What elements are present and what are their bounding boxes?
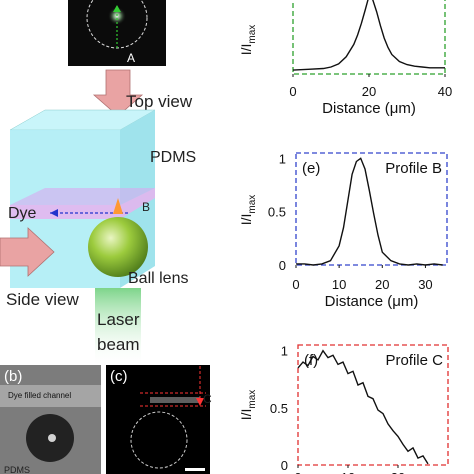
- panel-label: (f): [304, 352, 318, 369]
- pdms-label: PDMS: [150, 149, 196, 166]
- top-view-label: Top view: [126, 92, 193, 111]
- side-view-arrow: [0, 227, 55, 277]
- x-axis-label: Distance (μm): [322, 100, 416, 117]
- y-tick-label: 1: [281, 344, 288, 359]
- panel-b-highlight: [48, 434, 56, 442]
- chart-title: Profile B: [385, 160, 442, 177]
- chart-line-2: [297, 349, 429, 465]
- dye-profile-arrowhead: [50, 209, 58, 217]
- chart-line-0: [292, 0, 445, 71]
- x-tick-label: 40: [438, 84, 452, 99]
- side-view-label: Side view: [6, 290, 79, 309]
- panel-label: (e): [302, 160, 320, 177]
- panel-b-channel: [0, 385, 101, 407]
- panel-b-bottom: PDMS: [4, 465, 30, 474]
- panel-c-arrowhead: [196, 398, 204, 406]
- y-axis-label-main: I/I: [240, 409, 254, 421]
- panel-c-streak: [150, 397, 200, 403]
- y-axis-label-text: I/Imax: [240, 195, 258, 226]
- y-axis-label-main: I/I: [240, 214, 254, 226]
- x-tick-label: 0: [289, 84, 296, 99]
- y-tick-label: 0.5: [268, 205, 286, 220]
- marker-c: C: [203, 392, 212, 406]
- y-tick-label: 0: [281, 458, 288, 473]
- y-axis-label-text: I/Imax: [240, 390, 258, 421]
- y-tick-label: 0.5: [270, 401, 288, 416]
- panel-b-caption: Dye filled channel: [8, 391, 71, 400]
- panel-b-label: (b): [4, 368, 22, 385]
- laser-label-2: beam: [97, 335, 140, 354]
- x-tick-label: 0: [292, 277, 299, 292]
- ball-lens-label: Ball lens: [128, 270, 188, 287]
- focus-spot: [113, 198, 123, 214]
- marker-a: A: [127, 51, 135, 65]
- x-tick-label: 0: [294, 470, 301, 474]
- x-tick-label: 10: [341, 470, 355, 474]
- x-tick-label: 20: [362, 84, 376, 99]
- y-axis-label: I/Imax: [240, 390, 258, 421]
- x-tick-label: 10: [332, 277, 346, 292]
- marker-b: B: [142, 200, 150, 214]
- y-tick-label: 0: [279, 258, 286, 273]
- ball-lens: [88, 217, 148, 277]
- x-tick-label: 20: [375, 277, 389, 292]
- chart-title: Profile C: [385, 352, 443, 369]
- y-axis-label-text: I/Imax: [240, 25, 258, 56]
- scale-bar: [185, 468, 205, 471]
- y-axis-label: I/Imax: [240, 195, 258, 226]
- panel-c-image: [106, 365, 210, 474]
- top-view-arrow: [92, 69, 144, 117]
- x-tick-label: 30: [418, 277, 432, 292]
- y-axis-label-main: I/I: [240, 44, 254, 56]
- dye-label: Dye: [8, 205, 37, 222]
- panel-b-c-label: (c): [110, 368, 128, 385]
- chart-frame-1: [295, 152, 448, 266]
- laser-beam: [95, 288, 141, 368]
- y-tick-label: 1: [279, 151, 286, 166]
- y-axis-label-sub: max: [247, 195, 258, 214]
- chart-frame-0: [292, 0, 446, 75]
- top-view-arrowhead: [113, 5, 121, 12]
- laser-label-1: Laser: [97, 310, 140, 329]
- y-axis-label-sub: max: [247, 390, 258, 409]
- chart-line-1: [296, 157, 443, 266]
- x-tick-label: 20: [391, 470, 405, 474]
- y-axis-label-sub: max: [247, 25, 258, 44]
- y-axis-label: I/Imax: [240, 25, 258, 56]
- panel-c-dashed-circle: [130, 411, 188, 469]
- chart-frame-2: [297, 344, 449, 466]
- x-axis-label: Distance (μm): [325, 293, 419, 310]
- schematic-panel: A Top view PDMS Dye B Ball lens Side vie…: [0, 0, 212, 474]
